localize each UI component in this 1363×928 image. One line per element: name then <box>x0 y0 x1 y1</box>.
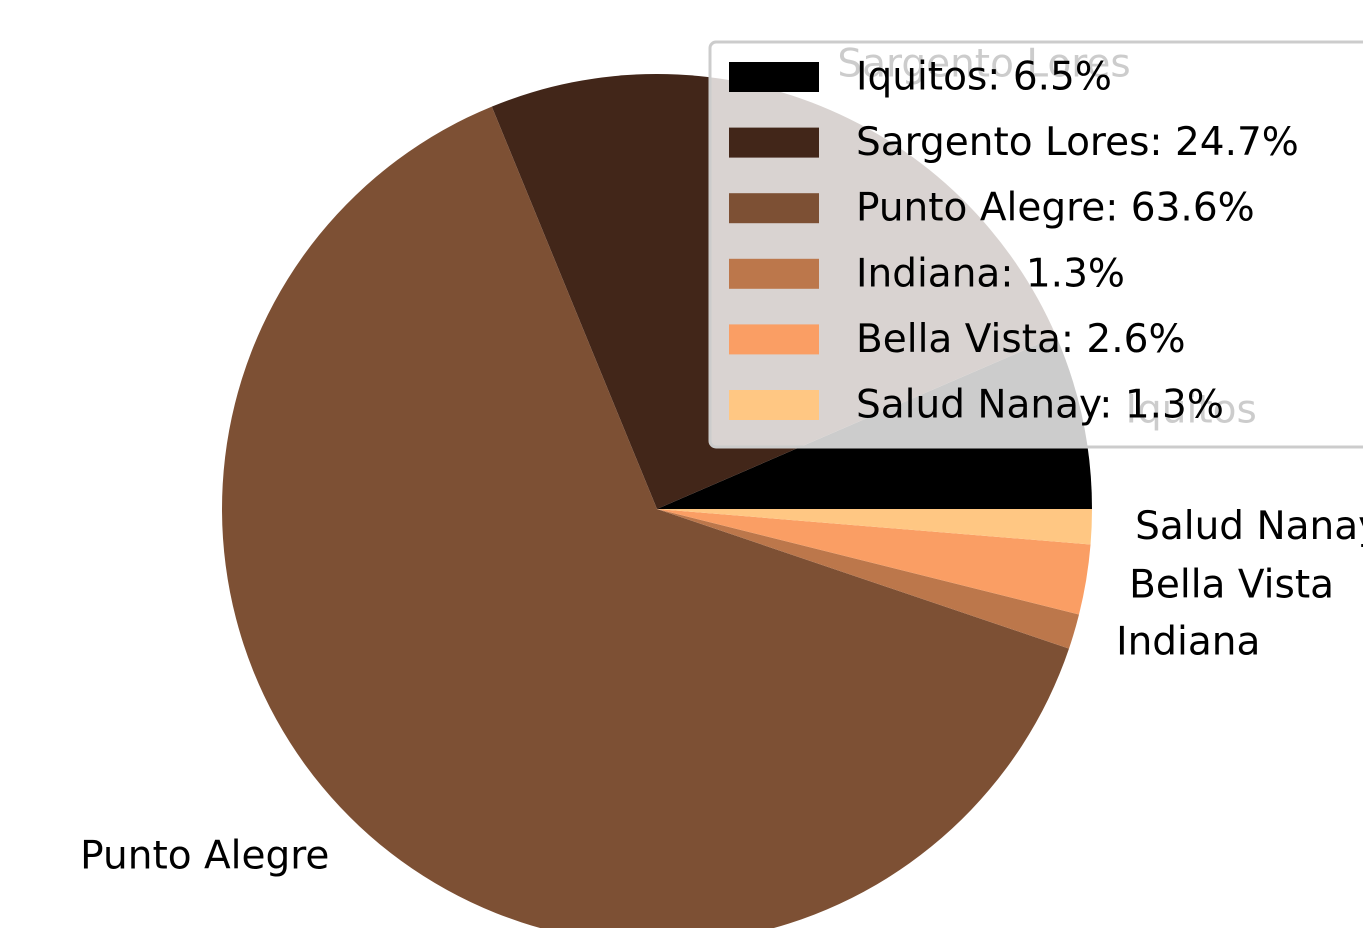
legend-label: Punto Alegre: 63.6% <box>856 186 1255 231</box>
legend-swatch <box>729 258 819 289</box>
legend-swatch <box>729 390 819 420</box>
legend-box <box>708 40 1363 449</box>
pie-slice <box>657 509 1091 615</box>
slice-label: Indiana <box>1116 619 1260 664</box>
pie-slice <box>222 106 1069 928</box>
legend-label: Bella Vista: 2.6% <box>856 317 1186 362</box>
legend: Iquitos: 6.5% Sargento Lores: 24.7% Punto … <box>708 40 1363 449</box>
legend-swatch <box>729 324 819 355</box>
legend-label: Indiana: 1.3% <box>856 251 1125 296</box>
legend-swatch <box>729 193 819 224</box>
legend-label: Sargento Lores: 24.7% <box>856 120 1299 165</box>
legend-swatch <box>729 62 819 92</box>
legend-label: Iquitos: 6.5% <box>856 55 1112 100</box>
slice-label: Bella Vista <box>1129 562 1334 607</box>
legend-swatch <box>729 127 819 158</box>
pie-slice <box>657 509 1080 649</box>
legend-label: Salud Nanay: 1.3% <box>856 383 1224 428</box>
pie-slice <box>657 509 1092 545</box>
slice-label: Salud Nanay <box>1135 504 1363 549</box>
slice-label: Punto Alegre <box>80 833 329 878</box>
